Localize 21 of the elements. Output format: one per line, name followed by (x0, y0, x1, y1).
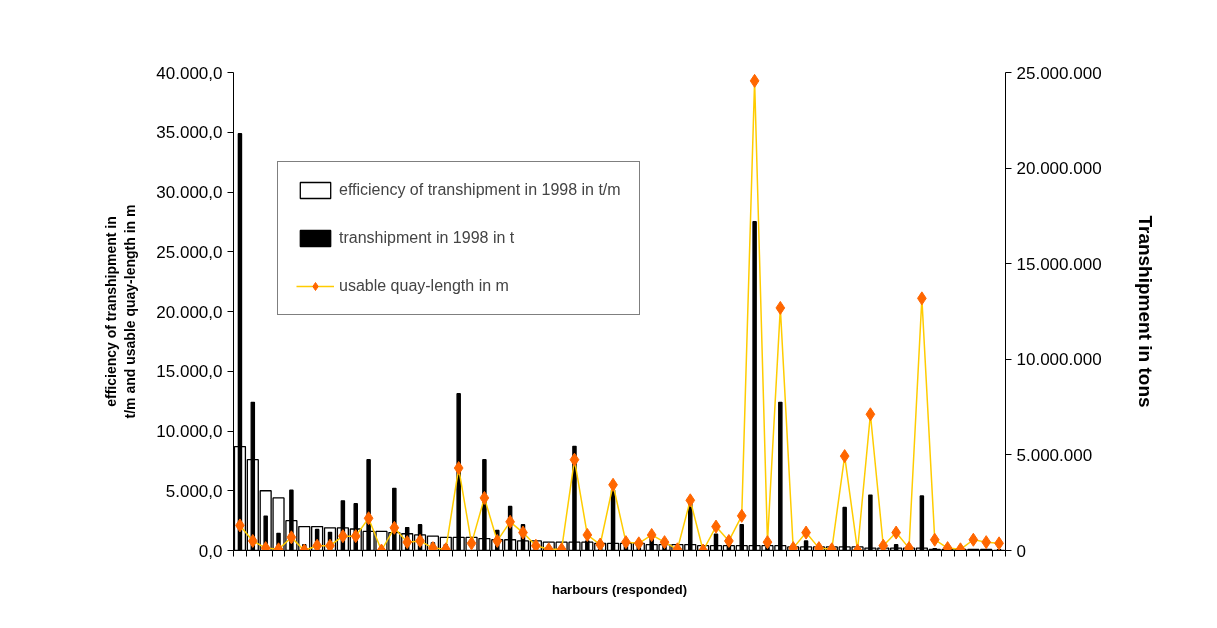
y-tick-label: 40.000,0 (156, 63, 223, 83)
legend-label: usable quay-length in m (339, 277, 509, 295)
y-tick-label: 25.000,0 (156, 242, 223, 262)
y-tick-label: 15.000,0 (156, 362, 223, 382)
y2-tick-label: 10.000.000 (1016, 350, 1102, 370)
y-axis-title: efficiency of transhipment in t/m and usable quay-length in m (103, 204, 139, 419)
y-tick-label: 30.000,0 (156, 183, 223, 202)
y2-tick-label: 5.000.000 (1016, 445, 1093, 465)
x-axis-title: harbours (responded) (551, 581, 688, 597)
y2-tick-label: 25.000.000 (1016, 63, 1102, 83)
y-tick-label: 5.000,0 (165, 481, 223, 501)
y-tick-label: 0,0 (198, 541, 223, 561)
legend-label: transhipment in 1998 in t (339, 229, 515, 247)
y-tick-label: 35.000,0 (156, 123, 223, 143)
y-tick-label: 20.000,0 (156, 302, 223, 322)
y2-axis-title: Transhipment in tons (1134, 215, 1156, 408)
y-tick-label: 10.000,0 (156, 422, 223, 441)
y2-tick-label: 0 (1016, 541, 1026, 561)
y2-tick-label: 20.000.000 (1016, 159, 1102, 179)
legend-label: efficiency of transhipment in 1998 in t/m (339, 181, 621, 199)
y2-tick-label: 15.000.000 (1016, 254, 1102, 274)
